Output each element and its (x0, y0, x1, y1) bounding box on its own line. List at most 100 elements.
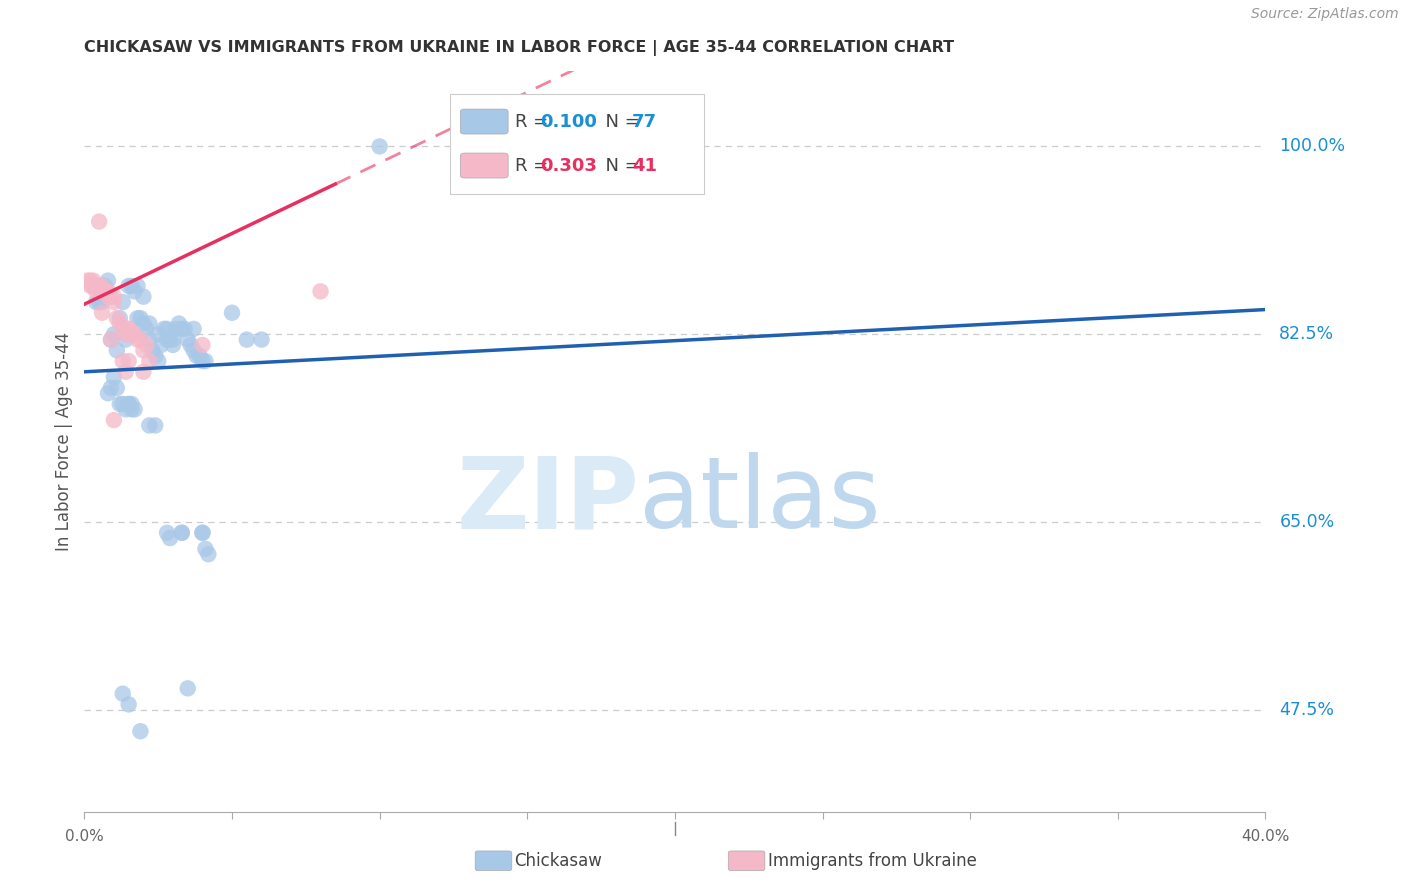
Point (114, 402, 136, 417)
Point (177, 333, 200, 347)
Point (121, 327, 143, 342)
Point (91, 295, 114, 310)
Point (108, 311, 131, 326)
Point (156, 525, 179, 540)
Point (194, 541, 217, 556)
Point (138, 333, 160, 347)
Point (153, 322, 176, 336)
Point (97, 285, 120, 299)
Point (159, 333, 181, 347)
Point (87, 285, 111, 299)
Point (162, 338, 184, 352)
Point (114, 365, 136, 379)
Point (91, 285, 114, 299)
Point (170, 525, 193, 540)
Text: Source: ZipAtlas.com: Source: ZipAtlas.com (1251, 7, 1399, 21)
Point (118, 322, 141, 336)
Point (79, 279, 101, 293)
Point (191, 354, 214, 368)
Point (183, 343, 205, 358)
Point (87, 295, 111, 310)
Text: 100.0%: 100.0% (1279, 137, 1346, 155)
Point (114, 327, 136, 342)
Point (135, 338, 157, 352)
Point (129, 311, 152, 326)
Point (127, 279, 149, 293)
Point (250, 333, 273, 347)
Point (162, 333, 184, 347)
Text: 47.5%: 47.5% (1279, 701, 1334, 719)
Point (129, 724, 152, 739)
Text: R =: R = (515, 112, 554, 130)
Point (91, 279, 114, 293)
Text: 0.100: 0.100 (540, 112, 598, 130)
Point (91, 306, 114, 320)
Point (235, 333, 259, 347)
Text: 0.303: 0.303 (540, 156, 598, 175)
Point (121, 402, 143, 417)
Point (84, 285, 107, 299)
Point (103, 327, 125, 342)
Point (132, 365, 155, 379)
Point (132, 290, 155, 304)
Point (180, 338, 202, 352)
Point (118, 354, 141, 368)
Point (118, 397, 141, 411)
Text: R =: R = (515, 156, 554, 175)
Point (143, 418, 166, 433)
Point (82, 279, 104, 293)
Text: 82.5%: 82.5% (1279, 326, 1334, 343)
Point (132, 343, 155, 358)
Text: 0.0%: 0.0% (65, 829, 104, 844)
Point (118, 698, 141, 712)
Point (186, 349, 208, 363)
Point (148, 354, 170, 368)
Point (138, 354, 160, 368)
Point (194, 354, 217, 368)
Point (167, 317, 190, 331)
Point (103, 290, 125, 304)
Text: N =: N = (593, 112, 645, 130)
Point (105, 311, 128, 326)
Point (148, 327, 170, 342)
Point (127, 311, 149, 326)
Text: Chickasaw: Chickasaw (515, 852, 603, 870)
Text: 77: 77 (631, 112, 657, 130)
Point (177, 681, 200, 696)
Point (108, 397, 131, 411)
Point (118, 397, 141, 411)
Point (121, 279, 143, 293)
Point (91, 279, 114, 293)
Point (82, 274, 104, 288)
Point (191, 338, 214, 352)
Point (87, 279, 111, 293)
Point (82, 279, 104, 293)
Point (103, 370, 125, 384)
Point (111, 397, 134, 411)
Point (103, 413, 125, 427)
Point (118, 279, 141, 293)
Point (103, 295, 125, 310)
Point (309, 285, 332, 299)
Point (124, 327, 146, 342)
Point (159, 531, 181, 545)
Point (94, 285, 117, 299)
Point (173, 322, 195, 336)
Point (114, 333, 136, 347)
Point (191, 525, 214, 540)
Point (76, 274, 98, 288)
Point (105, 381, 128, 395)
Point (100, 290, 122, 304)
Text: Immigrants from Ukraine: Immigrants from Ukraine (768, 852, 977, 870)
Text: 40.0%: 40.0% (1241, 829, 1289, 844)
Point (141, 343, 163, 358)
Text: ZIP: ZIP (457, 452, 640, 549)
Point (87, 214, 111, 228)
Point (156, 333, 179, 347)
Point (111, 322, 134, 336)
Point (132, 317, 155, 331)
Point (105, 343, 128, 358)
Point (143, 349, 166, 363)
Y-axis label: In Labor Force | Age 35-44: In Labor Force | Age 35-44 (55, 332, 73, 551)
Point (170, 322, 193, 336)
